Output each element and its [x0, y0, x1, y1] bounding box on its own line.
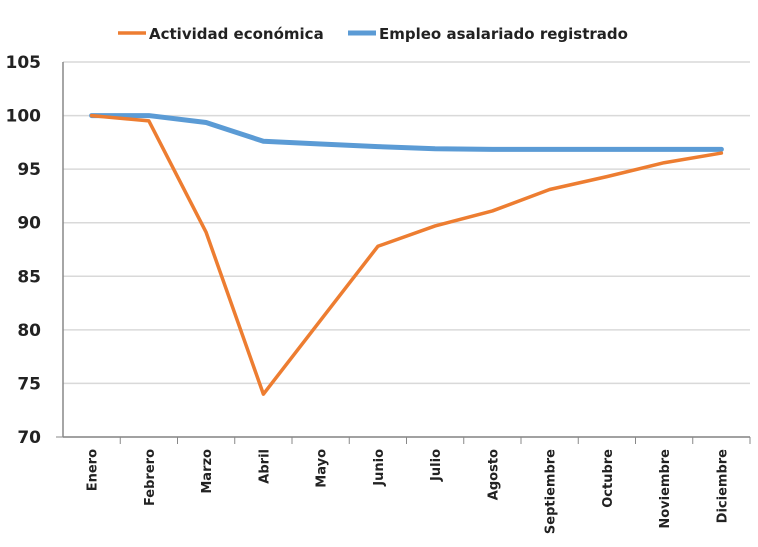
x-tick-label: Marzo: [200, 449, 215, 494]
x-tick-label: Febrero: [143, 449, 158, 506]
x-tick-label: Octubre: [601, 449, 616, 508]
x-tick-label: Abril: [257, 449, 272, 484]
x-tick-label: Noviembre: [658, 449, 673, 529]
y-tick-label: 100: [6, 107, 42, 127]
series-line-empleo: [89, 113, 724, 152]
x-tick-label: Diciembre: [715, 449, 730, 523]
x-tick-label: Mayo: [315, 449, 330, 488]
y-tick-label: 105: [6, 53, 42, 73]
y-tick-label: 80: [17, 321, 41, 341]
legend-label-actividad: Actividad económica: [149, 25, 324, 43]
x-tick-label: Septiembre: [544, 449, 559, 534]
x-tick-label: Enero: [86, 449, 101, 491]
y-tick-label: 70: [17, 428, 41, 448]
x-tick-label: Agosto: [486, 449, 501, 500]
y-tick-label: 85: [17, 267, 41, 287]
y-tick-label: 90: [17, 214, 41, 234]
series-line-actividad: [89, 113, 724, 396]
y-tick-label: 95: [17, 160, 41, 180]
y-tick-label: 75: [17, 374, 41, 394]
legend-label-empleo: Empleo asalariado registrado: [379, 25, 628, 43]
x-tick-label: Junio: [372, 449, 387, 487]
x-tick-label: Julio: [429, 449, 444, 482]
